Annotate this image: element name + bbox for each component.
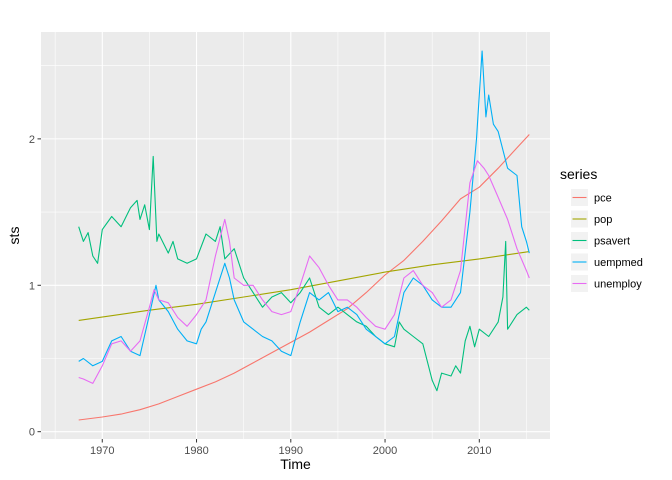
y-tick-label: 0 [29, 427, 35, 439]
legend-label-unemploy: unemploy [594, 279, 642, 291]
series-lines [78, 50, 530, 421]
legend-items: pce pop psavert uempmed unemploy [571, 189, 643, 292]
legend-label-uempmed: uempmed [594, 257, 643, 269]
y-axis-title: sts [6, 227, 22, 245]
series-line-uempmed [78, 50, 530, 367]
plot-panel [41, 32, 550, 439]
minor-gridlines [41, 32, 550, 439]
y-tick-label: 1 [29, 280, 35, 292]
x-axis: 1970 1980 1990 2000 2010 [90, 439, 492, 457]
series-line-unemploy [78, 160, 530, 384]
legend-label-psavert: psavert [594, 236, 630, 248]
series-line-psavert [78, 155, 530, 392]
legend-label-pop: pop [594, 214, 612, 226]
series-line-pop [78, 251, 530, 321]
legend: series pce pop psavert uempmed unemploy [560, 166, 643, 292]
x-axis-title: Time [280, 456, 311, 472]
major-gridlines [41, 32, 550, 439]
x-tick-label: 1980 [184, 445, 208, 457]
legend-label-pce: pce [594, 193, 612, 205]
x-tick-label: 2010 [467, 445, 491, 457]
legend-title: series [560, 166, 597, 182]
x-tick-label: 2000 [373, 445, 397, 457]
x-tick-label: 1970 [90, 445, 114, 457]
y-tick-label: 2 [29, 134, 35, 146]
y-axis: 0 1 2 [29, 134, 41, 439]
x-tick-label: 1990 [279, 445, 303, 457]
